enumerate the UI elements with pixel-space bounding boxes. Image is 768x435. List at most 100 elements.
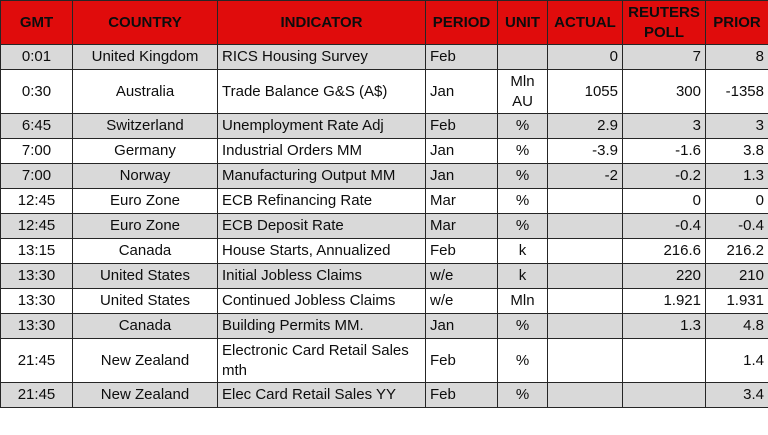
cell-actual: 1055 — [547, 69, 623, 114]
table-row: 13:15 Canada House Starts, Annualized Feb k 2… — [0, 238, 768, 264]
cell-unit — [497, 44, 548, 70]
cell-indicator: Continued Jobless Claims — [217, 288, 426, 314]
cell-country: United States — [72, 288, 218, 314]
cell-period: Feb — [425, 338, 498, 383]
cell-unit: % — [497, 163, 548, 189]
table-row: 6:45 Switzerland Unemployment Rate Adj Feb%… — [0, 113, 768, 139]
cell-period: w/e — [425, 263, 498, 289]
cell-indicator: ECB Deposit Rate — [217, 213, 426, 239]
cell-poll: -1.6 — [622, 138, 706, 164]
cell-period: Jan — [425, 138, 498, 164]
cell-gmt: 12:45 — [0, 188, 73, 214]
table-row: 12:45 Euro Zone ECB Refinancing Rate Mar% 0 0 — [0, 188, 768, 214]
cell-indicator: Industrial Orders MM — [217, 138, 426, 164]
cell-poll: 3 — [622, 113, 706, 139]
cell-gmt: 13:15 — [0, 238, 73, 264]
cell-gmt: 21:45 — [0, 382, 73, 408]
cell-period: Jan — [425, 69, 498, 114]
cell-period: Feb — [425, 113, 498, 139]
cell-poll: 0 — [622, 188, 706, 214]
col-header-gmt: GMT — [0, 0, 73, 45]
cell-indicator: ECB Refinancing Rate — [217, 188, 426, 214]
cell-prior: 3.4 — [705, 382, 768, 408]
cell-indicator: Building Permits MM. — [217, 313, 426, 339]
cell-actual — [547, 288, 623, 314]
cell-gmt: 0:01 — [0, 44, 73, 70]
cell-prior: 1.931 — [705, 288, 768, 314]
cell-unit: % — [497, 213, 548, 239]
col-header-prior: PRIOR — [705, 0, 768, 45]
cell-poll: 7 — [622, 44, 706, 70]
table-row: 12:45 Euro Zone ECB Deposit Rate Mar% -0.4 -0… — [0, 213, 768, 239]
col-header-period: PERIOD — [425, 0, 498, 45]
cell-poll: 216.6 — [622, 238, 706, 264]
table-row: 21:45 New Zealand Electronic Card Retail S… — [0, 338, 768, 383]
table-row: 0:01 United Kingdom RICS Housing Survey Feb… — [0, 44, 768, 70]
cell-gmt: 0:30 — [0, 69, 73, 114]
cell-indicator: RICS Housing Survey — [217, 44, 426, 70]
cell-unit: Mln AU — [497, 69, 548, 114]
cell-unit: % — [497, 313, 548, 339]
table-body: 0:01 United Kingdom RICS Housing Survey Feb… — [0, 44, 768, 408]
cell-gmt: 13:30 — [0, 263, 73, 289]
cell-poll: -0.4 — [622, 213, 706, 239]
cell-poll — [622, 382, 706, 408]
cell-country: Euro Zone — [72, 213, 218, 239]
cell-prior: 1.3 — [705, 163, 768, 189]
cell-country: Euro Zone — [72, 188, 218, 214]
cell-actual — [547, 313, 623, 339]
cell-poll: 220 — [622, 263, 706, 289]
cell-prior: 216.2 — [705, 238, 768, 264]
cell-country: Canada — [72, 238, 218, 264]
cell-unit: % — [497, 138, 548, 164]
cell-unit: % — [497, 382, 548, 408]
cell-prior: 8 — [705, 44, 768, 70]
cell-prior: 0 — [705, 188, 768, 214]
cell-indicator: House Starts, Annualized — [217, 238, 426, 264]
col-header-unit: UNIT — [497, 0, 548, 45]
cell-gmt: 13:30 — [0, 313, 73, 339]
cell-indicator: Trade Balance G&S (A$) — [217, 69, 426, 114]
cell-indicator: Initial Jobless Claims — [217, 263, 426, 289]
cell-actual — [547, 238, 623, 264]
cell-country: New Zealand — [72, 382, 218, 408]
cell-actual: 0 — [547, 44, 623, 70]
cell-prior: -1358 — [705, 69, 768, 114]
cell-period: Mar — [425, 188, 498, 214]
cell-gmt: 21:45 — [0, 338, 73, 383]
cell-country: New Zealand — [72, 338, 218, 383]
cell-unit: k — [497, 238, 548, 264]
cell-prior: 210 — [705, 263, 768, 289]
cell-unit: % — [497, 338, 548, 383]
cell-unit: Mln — [497, 288, 548, 314]
col-header-actual: ACTUAL — [547, 0, 623, 45]
cell-poll: 1.921 — [622, 288, 706, 314]
cell-country: Norway — [72, 163, 218, 189]
cell-unit: k — [497, 263, 548, 289]
cell-indicator: Elec Card Retail Sales YY — [217, 382, 426, 408]
cell-poll: -0.2 — [622, 163, 706, 189]
table-row: 7:00 Norway Manufacturing Output MM Jan% -2-… — [0, 163, 768, 189]
col-header-indicator: INDICATOR — [217, 0, 426, 45]
cell-unit: % — [497, 113, 548, 139]
cell-country: Germany — [72, 138, 218, 164]
table-row: 13:30 Canada Building Permits MM. Jan% 1.3 4.… — [0, 313, 768, 339]
cell-gmt: 6:45 — [0, 113, 73, 139]
economic-calendar-table: GMT COUNTRY INDICATOR PERIOD UNIT ACTUAL… — [0, 0, 768, 408]
cell-indicator: Manufacturing Output MM — [217, 163, 426, 189]
cell-poll: 1.3 — [622, 313, 706, 339]
cell-period: Feb — [425, 238, 498, 264]
header-row: GMT COUNTRY INDICATOR PERIOD UNIT ACTUAL… — [0, 0, 768, 45]
cell-period: Feb — [425, 382, 498, 408]
cell-indicator: Electronic Card Retail Sales mth — [217, 338, 426, 383]
cell-actual — [547, 263, 623, 289]
cell-gmt: 7:00 — [0, 138, 73, 164]
cell-period: w/e — [425, 288, 498, 314]
cell-period: Mar — [425, 213, 498, 239]
table-header: GMT COUNTRY INDICATOR PERIOD UNIT ACTUAL… — [0, 0, 768, 45]
cell-prior: 4.8 — [705, 313, 768, 339]
cell-actual: -2 — [547, 163, 623, 189]
cell-period: Jan — [425, 313, 498, 339]
cell-actual: -3.9 — [547, 138, 623, 164]
